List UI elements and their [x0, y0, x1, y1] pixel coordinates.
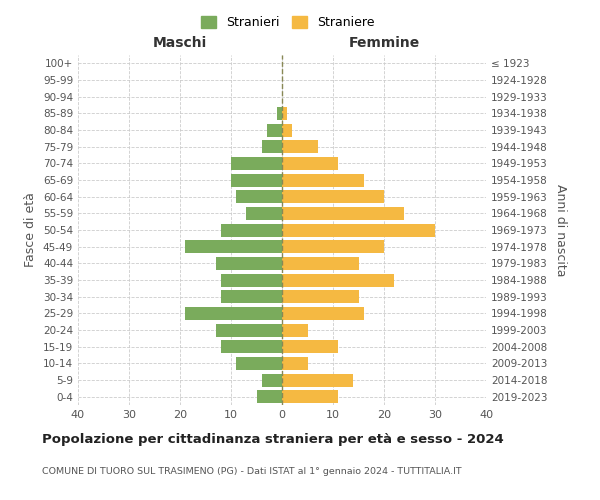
- Text: Femmine: Femmine: [349, 36, 419, 50]
- Bar: [216, 257, 282, 270]
- Bar: [257, 390, 282, 403]
- Bar: [247, 207, 282, 220]
- Bar: [282, 257, 359, 270]
- Bar: [282, 224, 435, 236]
- Bar: [282, 140, 318, 153]
- Bar: [185, 240, 282, 253]
- Bar: [282, 307, 364, 320]
- Y-axis label: Anni di nascita: Anni di nascita: [554, 184, 567, 276]
- Bar: [282, 190, 384, 203]
- Text: COMUNE DI TUORO SUL TRASIMENO (PG) - Dati ISTAT al 1° gennaio 2024 - TUTTITALIA.: COMUNE DI TUORO SUL TRASIMENO (PG) - Dat…: [42, 468, 461, 476]
- Bar: [282, 157, 338, 170]
- Bar: [282, 390, 338, 403]
- Bar: [282, 374, 353, 386]
- Bar: [221, 274, 282, 286]
- Bar: [282, 207, 404, 220]
- Bar: [185, 307, 282, 320]
- Bar: [282, 274, 394, 286]
- Bar: [221, 340, 282, 353]
- Bar: [282, 240, 384, 253]
- Text: Popolazione per cittadinanza straniera per età e sesso - 2024: Popolazione per cittadinanza straniera p…: [42, 432, 504, 446]
- Bar: [221, 224, 282, 236]
- Bar: [262, 140, 282, 153]
- Bar: [282, 357, 308, 370]
- Bar: [267, 124, 282, 136]
- Bar: [216, 324, 282, 336]
- Text: Maschi: Maschi: [153, 36, 207, 50]
- Bar: [282, 340, 338, 353]
- Bar: [282, 124, 292, 136]
- Bar: [282, 107, 287, 120]
- Bar: [236, 190, 282, 203]
- Bar: [231, 157, 282, 170]
- Bar: [282, 290, 359, 303]
- Bar: [231, 174, 282, 186]
- Bar: [282, 174, 364, 186]
- Legend: Stranieri, Straniere: Stranieri, Straniere: [196, 11, 380, 34]
- Y-axis label: Fasce di età: Fasce di età: [25, 192, 37, 268]
- Bar: [277, 107, 282, 120]
- Bar: [236, 357, 282, 370]
- Bar: [262, 374, 282, 386]
- Bar: [282, 324, 308, 336]
- Bar: [221, 290, 282, 303]
